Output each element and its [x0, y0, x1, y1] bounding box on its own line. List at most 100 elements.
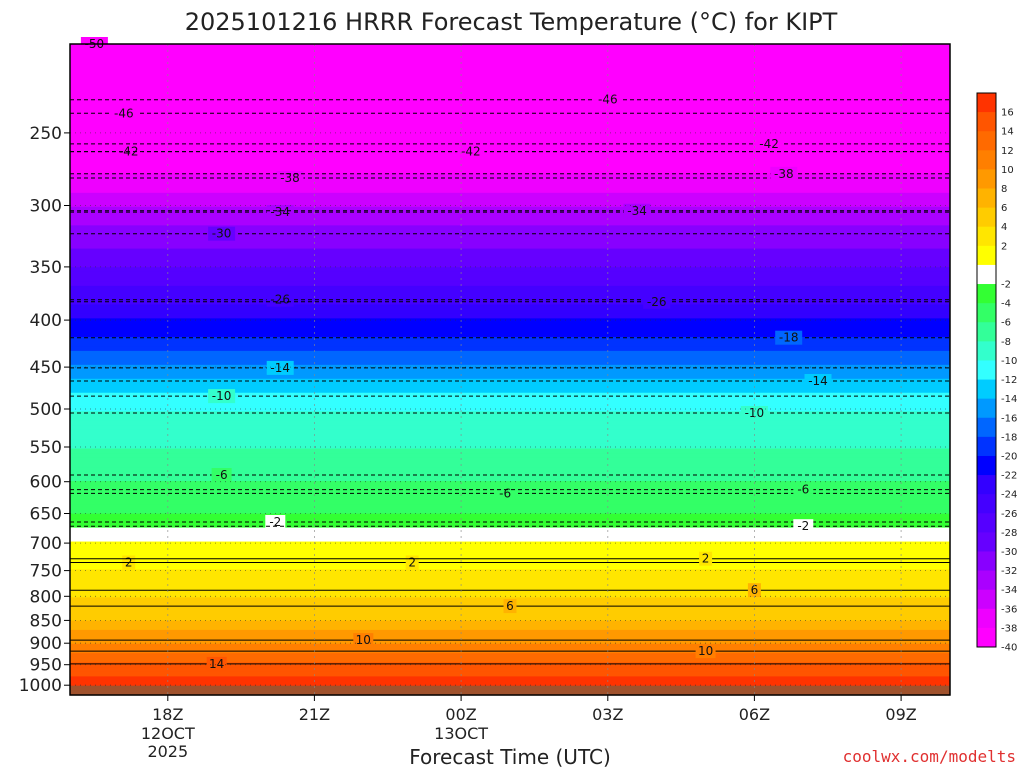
contour-label: 6 — [506, 599, 514, 613]
contour-label-bg — [699, 551, 713, 566]
temperature-band — [70, 53, 950, 59]
temperature-band — [70, 132, 950, 138]
temperature-band — [70, 346, 950, 352]
colorbar-swatch — [977, 341, 996, 361]
contour-label: -34 — [270, 205, 290, 219]
colorbar-label: -12 — [1001, 375, 1017, 386]
temperature-band — [70, 532, 950, 538]
contour-label: -26 — [270, 293, 290, 307]
temperature-band — [70, 629, 950, 636]
colorbar-swatch — [977, 264, 996, 285]
temperature-band — [70, 276, 950, 282]
temperature-band — [70, 71, 950, 78]
plot-area — [70, 44, 950, 696]
plot-frame — [69, 43, 951, 696]
y-tick-label: 750 — [30, 562, 62, 582]
temperature-band — [70, 360, 950, 366]
temperature-band — [70, 271, 950, 278]
colorbar-swatch — [977, 627, 996, 648]
temperature-band — [70, 583, 950, 589]
temperature-band — [70, 150, 950, 157]
x-tick-label: 18Z — [152, 705, 183, 724]
temperature-band — [70, 569, 950, 575]
temperature-band — [70, 578, 950, 584]
temperature-band — [70, 76, 950, 82]
colorbar-frame — [976, 92, 997, 648]
temperature-band — [70, 481, 950, 487]
y-tick-label: 950 — [30, 656, 62, 676]
y-tick-label: 350 — [30, 258, 62, 278]
temperature-band — [70, 95, 950, 101]
colorbar-swatch — [977, 112, 996, 132]
y-tick-label: 450 — [30, 358, 62, 378]
temperature-band — [70, 257, 950, 264]
temperature-band — [70, 90, 950, 96]
contour-label: -38 — [774, 167, 794, 181]
temperature-band — [70, 220, 950, 226]
contour-label: -18 — [779, 331, 799, 345]
x-tick-year-label: 2025 — [147, 742, 188, 761]
temperature-band — [70, 546, 950, 552]
colorbar-swatch — [977, 494, 996, 514]
colorbar-label: 12 — [1001, 146, 1014, 157]
x-tick-date-label: 13OCT — [434, 724, 488, 743]
temperature-band — [70, 327, 950, 333]
colorbar-swatch — [977, 169, 996, 189]
contour-label: 10 — [356, 633, 371, 647]
temperature-band — [70, 522, 950, 529]
y-tick-label: 1000 — [19, 676, 62, 696]
contour-label: -2 — [797, 519, 809, 533]
temperature-band — [70, 504, 950, 510]
temperature-band — [70, 615, 950, 622]
temperature-band — [70, 202, 950, 208]
x-tick-label: 03Z — [592, 705, 623, 724]
y-tick-label: 850 — [30, 611, 62, 631]
contour-label: -6 — [499, 486, 511, 500]
temperature-band — [70, 681, 950, 687]
contour-label: -10 — [212, 389, 232, 403]
contour-label-bg — [457, 144, 485, 159]
x-tick-label: 06Z — [739, 705, 770, 724]
contour-label-bg — [276, 171, 304, 185]
grid-layer — [70, 44, 950, 695]
colorbar-swatch — [977, 188, 996, 209]
y-tick-label: 550 — [30, 438, 62, 458]
credit-link[interactable]: coolwx.com/modelts — [843, 747, 1016, 766]
temperature-band — [70, 383, 950, 389]
temperature-band — [70, 513, 950, 519]
colorbar-label: -14 — [1001, 394, 1017, 405]
temperature-band — [70, 509, 950, 515]
temperature-band — [70, 239, 950, 245]
temperature-band — [70, 299, 950, 305]
contour-label: 2 — [408, 556, 416, 570]
y-tick-label: 650 — [30, 505, 62, 525]
contour-label: -2 — [269, 515, 281, 529]
temperature-band — [70, 211, 950, 217]
contour-label-bg — [208, 226, 236, 241]
colorbar-label: 4 — [1001, 222, 1007, 233]
temperature-band — [70, 341, 950, 347]
x-axis-title: Forecast Time (UTC) — [409, 745, 611, 768]
temperature-band — [70, 323, 950, 329]
y-tick-label: 500 — [30, 400, 62, 420]
contour-label-bg — [206, 656, 227, 671]
temperature-band — [70, 44, 950, 50]
y-tick-label: 600 — [30, 473, 62, 493]
temperature-band — [70, 141, 950, 147]
temperature-band — [70, 527, 950, 533]
colorbar-swatch — [977, 455, 996, 476]
temperature-band — [70, 137, 950, 143]
temperature-band — [70, 178, 950, 185]
colorbar-label: 16 — [1001, 108, 1014, 119]
temperature-band — [70, 355, 950, 361]
contour-label-bg — [266, 360, 294, 375]
temperature-band — [70, 146, 950, 152]
temperature-band — [70, 667, 950, 673]
y-tick-label: 300 — [30, 197, 62, 217]
temperature-band — [70, 653, 950, 659]
colorbar-swatch — [977, 417, 996, 438]
temperature-band — [70, 309, 950, 315]
temperature-band — [70, 243, 950, 250]
chart-title: 2025101216 HRRR Forecast Temperature (°C… — [185, 8, 838, 36]
colorbar-label: -8 — [1001, 337, 1011, 348]
